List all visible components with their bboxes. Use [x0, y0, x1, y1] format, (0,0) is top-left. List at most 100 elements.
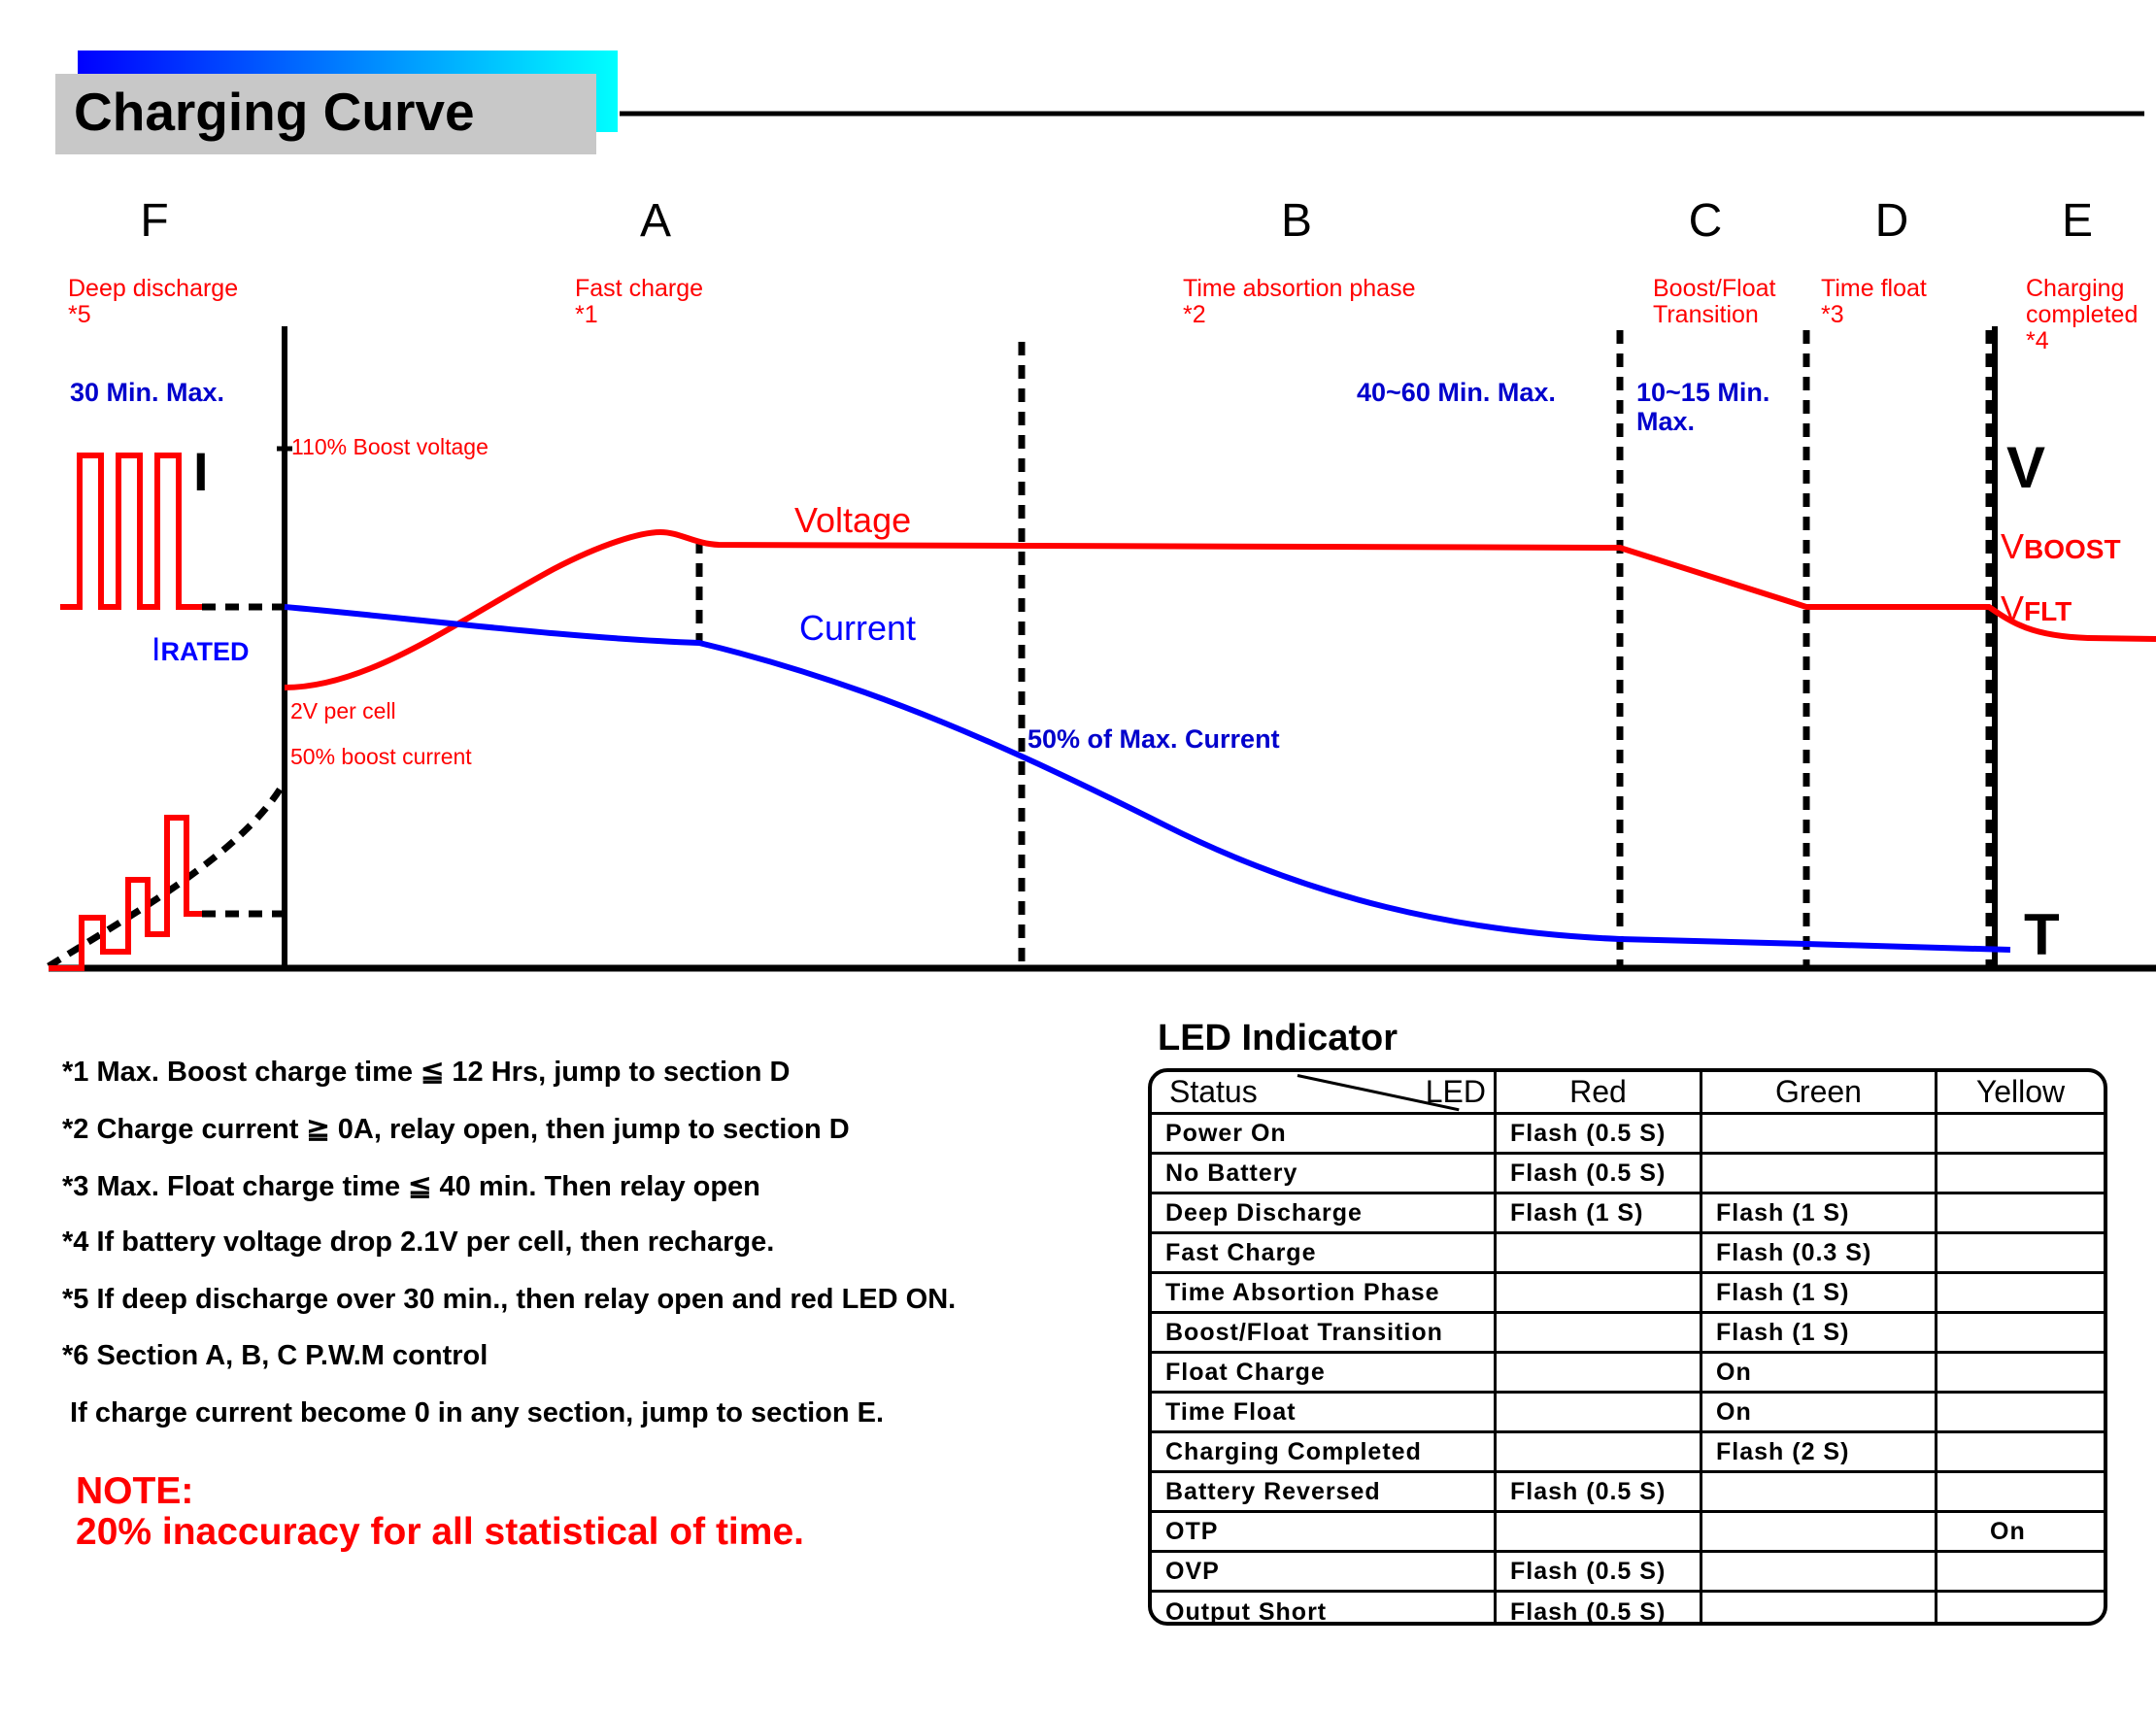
led-cell-green: Flash (1 S) [1702, 1274, 1937, 1311]
led-cell-green: On [1702, 1354, 1937, 1391]
led-cell-green [1702, 1473, 1937, 1510]
table-row: Output Short Flash (0.5 S) [1152, 1593, 2104, 1622]
section-desc-f-2: *5 [68, 301, 91, 328]
led-cell-yellow [1937, 1593, 2104, 1622]
table-row: OVP Flash (0.5 S) [1152, 1553, 2104, 1593]
led-cell-green [1702, 1155, 1937, 1192]
section-letter-e: E [2062, 195, 2093, 247]
led-cell-status: Battery Reversed [1152, 1473, 1497, 1510]
led-cell-green: Flash (2 S) [1702, 1433, 1937, 1470]
title-box [55, 74, 596, 154]
section-desc-c-1: Boost/Float [1653, 275, 1776, 302]
boost-current-label: 50% boost current [290, 744, 472, 769]
section-desc-b-1: Time absortion phase [1183, 275, 1415, 302]
led-cell-green: On [1702, 1394, 1937, 1430]
led-cell-yellow [1937, 1314, 2104, 1351]
footnote-2: *2 Charge current ≧ 0A, relay open, then… [62, 1114, 850, 1145]
led-cell-yellow [1937, 1234, 2104, 1271]
led-cell-red: Flash (0.5 S) [1497, 1155, 1702, 1192]
led-table-body: Power On Flash (0.5 S) No Battery Flash (0.… [1152, 1115, 2104, 1622]
section-desc-c-2: Transition [1653, 301, 1759, 328]
section-desc-b-2: *2 [1183, 301, 1206, 328]
led-table-header: Status LED Red Green Yellow [1152, 1072, 2104, 1115]
led-cell-red [1497, 1234, 1702, 1271]
section-letter-a: A [640, 195, 671, 247]
led-cell-green: Flash (0.3 S) [1702, 1234, 1937, 1271]
table-row: Fast Charge Flash (0.3 S) [1152, 1234, 2104, 1274]
led-cell-green [1702, 1553, 1937, 1590]
led-cell-yellow [1937, 1354, 2104, 1391]
footnote-3: *3 Max. Float charge time ≦ 40 min. Then… [62, 1171, 760, 1202]
table-row: Battery Reversed Flash (0.5 S) [1152, 1473, 2104, 1513]
header-yellow: Yellow [1975, 1074, 2066, 1109]
section-desc-e-3: *4 [2026, 327, 2049, 354]
led-cell-red [1497, 1354, 1702, 1391]
led-cell-red: Flash (0.5 S) [1497, 1593, 1702, 1622]
led-cell-yellow: On [1990, 1517, 2026, 1545]
header-status-led-cell: Status LED [1152, 1072, 1497, 1112]
header-red: Red [1497, 1072, 1702, 1112]
led-cell-green [1702, 1513, 1937, 1550]
table-row: Float Charge On [1152, 1354, 2104, 1394]
led-cell-yellow [1937, 1553, 2104, 1590]
table-row: Power On Flash (0.5 S) [1152, 1115, 2104, 1155]
led-cell-yellow [1937, 1473, 2104, 1510]
section-desc-e-2: completed [2026, 301, 2138, 328]
duration-c-1: 10~15 Min. [1636, 378, 1769, 407]
led-cell-red [1497, 1274, 1702, 1311]
led-cell-status: OVP [1152, 1553, 1497, 1590]
section-letter-c: C [1689, 195, 1723, 247]
max-current-label: 50% of Max. Current [1027, 724, 1280, 754]
rising-pulse-waveform [49, 815, 202, 971]
deep-discharge-ramp [47, 780, 288, 969]
table-row: Charging Completed Flash (2 S) [1152, 1433, 2104, 1473]
current-curve [284, 604, 2011, 953]
section-desc-a-2: *1 [575, 301, 598, 328]
led-cell-green [1702, 1115, 1937, 1152]
led-cell-status: Fast Charge [1152, 1234, 1497, 1271]
led-cell-green [1702, 1593, 1937, 1622]
led-cell-status: Output Short [1152, 1593, 1497, 1622]
led-cell-status: Deep Discharge [1152, 1194, 1497, 1231]
led-cell-status: Time Float [1152, 1394, 1497, 1430]
voltage-label: Voltage [794, 500, 911, 540]
per-cell-label: 2V per cell [290, 698, 396, 723]
led-cell-status: No Battery [1152, 1155, 1497, 1192]
led-cell-red: Flash (1 S) [1497, 1194, 1702, 1231]
note-text: 20% inaccuracy for all statistical of ti… [76, 1511, 804, 1553]
boost-voltage-label: 110% Boost voltage [291, 434, 488, 459]
led-indicator-title: LED Indicator [1158, 1018, 1398, 1059]
section-desc-d-2: *3 [1821, 301, 1844, 328]
section-letter-b: B [1281, 195, 1312, 247]
led-cell-red [1497, 1314, 1702, 1351]
led-cell-status: Power On [1152, 1115, 1497, 1152]
vflt-label: VFLT [2001, 588, 2072, 628]
led-cell-red [1497, 1394, 1702, 1430]
footnote-6: *6 Section A, B, C P.W.M control [62, 1340, 488, 1371]
led-cell-status: Boost/Float Transition [1152, 1314, 1497, 1351]
led-cell-yellow [1937, 1155, 2104, 1192]
table-row: Time Float On [1152, 1394, 2104, 1433]
time-axis-label: T [2024, 902, 2060, 967]
current-label: Current [799, 608, 916, 648]
led-cell-yellow [1937, 1194, 2104, 1231]
footnote-4: *4 If battery voltage drop 2.1V per cell… [62, 1227, 775, 1258]
section-desc-f-1: Deep discharge [68, 275, 238, 302]
led-cell-yellow [1937, 1433, 2104, 1470]
led-cell-status: Float Charge [1152, 1354, 1497, 1391]
section-letter-f: F [140, 195, 168, 247]
irated-label: IRATED [152, 631, 249, 668]
led-cell-green: Flash (1 S) [1702, 1194, 1937, 1231]
led-cell-red [1497, 1513, 1702, 1550]
voltage-curve [284, 528, 2156, 690]
led-cell-yellow [1937, 1274, 2104, 1311]
page-title: Charging Curve [74, 82, 475, 142]
table-row: No Battery Flash (0.5 S) [1152, 1155, 2104, 1194]
section-desc-e-1: Charging [2026, 275, 2124, 302]
led-cell-status: Time Absortion Phase [1152, 1274, 1497, 1311]
table-row: Deep Discharge Flash (1 S) Flash (1 S) [1152, 1194, 2104, 1234]
duration-f: 30 Min. Max. [70, 378, 224, 407]
footnote-7: If charge current become 0 in any sectio… [62, 1397, 885, 1428]
voltage-axis-label: V [2006, 435, 2045, 500]
header-green: Green [1702, 1072, 1937, 1112]
